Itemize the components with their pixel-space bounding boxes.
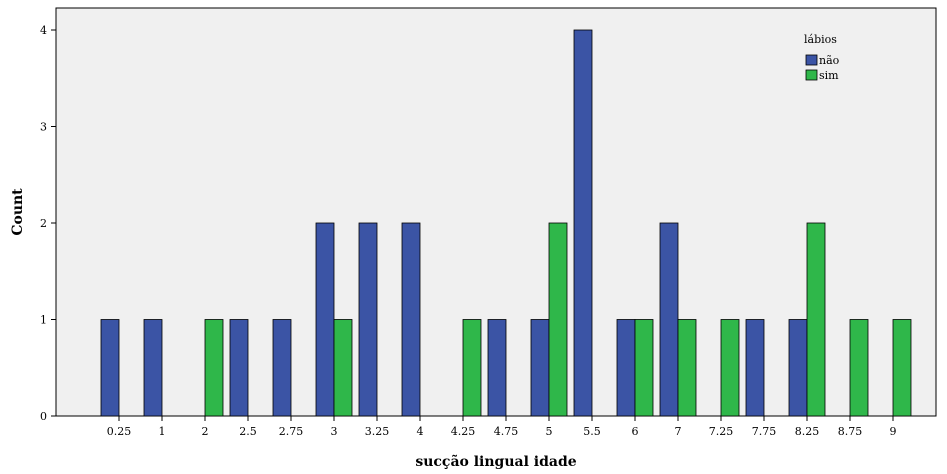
y-tick-label: 2 (40, 217, 47, 230)
x-tick-label: 7 (675, 425, 682, 438)
bar-sim-4.25 (462, 319, 482, 417)
legend-title: lábios (804, 33, 837, 46)
bar-sim-3 (333, 319, 353, 417)
bar-sim-9 (892, 319, 912, 417)
x-tick-label: 3.25 (365, 425, 390, 438)
bars-group (100, 29, 912, 417)
bar-nao-7 (659, 222, 679, 417)
x-tick-label: 5.5 (583, 425, 601, 438)
bar-nao-4.75 (487, 319, 507, 417)
bar-nao-6 (616, 319, 636, 417)
bar-nao-5.5 (573, 29, 593, 417)
bar-sim-2 (204, 319, 224, 417)
y-tick-label: 1 (40, 314, 47, 327)
x-tick-label: 0.25 (107, 425, 132, 438)
bar-nao-8.25 (788, 319, 808, 417)
x-tick-label: 6 (632, 425, 639, 438)
x-tick-label: 2.5 (239, 425, 257, 438)
bar-sim-8.75 (849, 319, 869, 417)
legend-swatch-nao (805, 54, 818, 66)
bar-sim-7.25 (720, 319, 740, 417)
y-axis-title: Count (10, 188, 26, 236)
x-tick-label: 9 (890, 425, 897, 438)
x-tick-label: 8.25 (795, 425, 820, 438)
legend: lábios não sim (804, 33, 840, 82)
x-tick-label: 3 (331, 425, 338, 438)
x-tick-label: 4.75 (494, 425, 519, 438)
bar-nao-2.75 (272, 319, 292, 417)
y-axis: 0 1 2 3 4 (40, 24, 56, 423)
x-tick-label: 2.75 (279, 425, 304, 438)
x-tick-label: 5 (546, 425, 553, 438)
bar-nao-3 (315, 222, 335, 417)
bar-nao-2.5 (229, 319, 249, 417)
y-tick-label: 3 (40, 121, 47, 134)
bar-nao-4 (401, 222, 421, 417)
y-tick-label: 4 (40, 24, 47, 37)
x-tick-label: 4 (417, 425, 424, 438)
legend-label-sim: sim (819, 69, 839, 82)
x-tick-label: 1 (159, 425, 166, 438)
x-tick-label: 7.75 (752, 425, 777, 438)
bar-nao-3.25 (358, 222, 378, 417)
bar-nao-5 (530, 319, 550, 417)
x-tick-label: 2 (202, 425, 209, 438)
bar-sim-5 (548, 222, 568, 417)
x-tick-label: 4.25 (451, 425, 476, 438)
bar-nao-0.25 (100, 319, 120, 417)
legend-swatch-sim (805, 69, 818, 81)
bar-sim-8.25 (806, 222, 826, 417)
x-tick-label: 7.25 (709, 425, 734, 438)
bar-sim-7 (677, 319, 697, 417)
x-tick-label: 8.75 (838, 425, 863, 438)
bar-nao-7.75 (745, 319, 765, 417)
x-axis: 0.25 1 2 2.5 2.75 3 3.25 4 4.25 4.75 5 5.5 6 7 7.25 7.7… (107, 416, 897, 438)
y-tick-label: 0 (40, 410, 47, 423)
x-axis-title: sucção lingual idade (415, 453, 576, 470)
bar-nao-1 (143, 319, 163, 417)
bar-sim-6 (634, 319, 654, 417)
legend-label-nao: não (819, 54, 840, 67)
